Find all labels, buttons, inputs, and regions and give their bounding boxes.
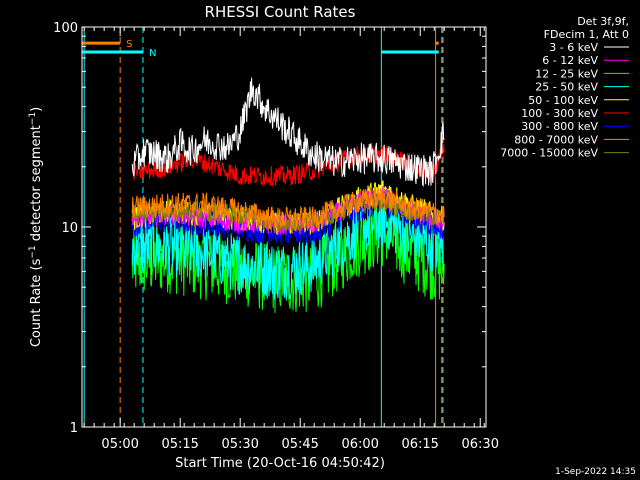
attenuator-markers: SN <box>82 39 439 59</box>
legend-entry-label: 50 - 100 keV <box>528 94 598 107</box>
y-axis-label-sup: −1 <box>28 245 38 258</box>
series-line <box>131 187 445 230</box>
series-line <box>131 191 445 233</box>
x-axis: 05:00 05:15 05:30 05:45 06:00 06:15 06:30 <box>83 27 499 452</box>
y-tick-label: 100 <box>53 21 78 36</box>
legend-entry-label: 6 - 12 keV <box>542 54 598 67</box>
vertical-markers <box>83 27 444 427</box>
y-axis-label: Count Rate (s−1 detector segment−1) <box>28 107 44 347</box>
series-group <box>131 77 445 313</box>
chart-title: RHESSI Count Rates <box>205 3 356 21</box>
y-axis-label-tail: detector segment <box>29 125 44 245</box>
x-tick-label: 05:15 <box>161 437 198 452</box>
y-axis-label-main: Count Rate (s <box>29 258 44 347</box>
legend-entry-label: 100 - 300 keV <box>521 107 598 120</box>
y-axis-label-sup-2: −1 <box>28 112 38 125</box>
y-tick-label: 10 <box>61 221 78 236</box>
x-tick-label: 05:30 <box>221 437 258 452</box>
legend-header: FDecim 1, Att 0 <box>544 28 629 41</box>
legend-entry-label: 3 - 6 keV <box>549 41 598 54</box>
legend-header: Det 3f,9f, <box>577 15 629 28</box>
x-axis-label: Start Time (20-Oct-16 04:50:42) <box>175 456 385 471</box>
legend-entry-label: 300 - 800 keV <box>521 120 598 133</box>
x-tick-label: 06:00 <box>341 437 378 452</box>
x-tick-label: 06:15 <box>401 437 438 452</box>
x-tick-label: 05:00 <box>101 437 138 452</box>
series-line <box>131 77 445 187</box>
legend-entry-label: 7000 - 15000 keV <box>500 147 598 160</box>
x-tick-label: 05:45 <box>281 437 318 452</box>
y-tick-label: 1 <box>70 421 78 436</box>
marker-label: S <box>126 39 132 50</box>
marker-label: N <box>149 48 156 59</box>
y-axis: 1 10 100 <box>53 21 486 436</box>
y-axis-label-end: ) <box>29 107 44 112</box>
legend-entry-label: 12 - 25 keV <box>535 67 598 80</box>
legend-entry-label: 800 - 7000 keV <box>514 133 598 146</box>
footer-timestamp: 1-Sep-2022 14:35 <box>555 467 636 477</box>
x-tick-label: 06:30 <box>462 437 499 452</box>
series-line <box>131 190 445 301</box>
legend-entry-label: 25 - 50 keV <box>535 81 598 94</box>
